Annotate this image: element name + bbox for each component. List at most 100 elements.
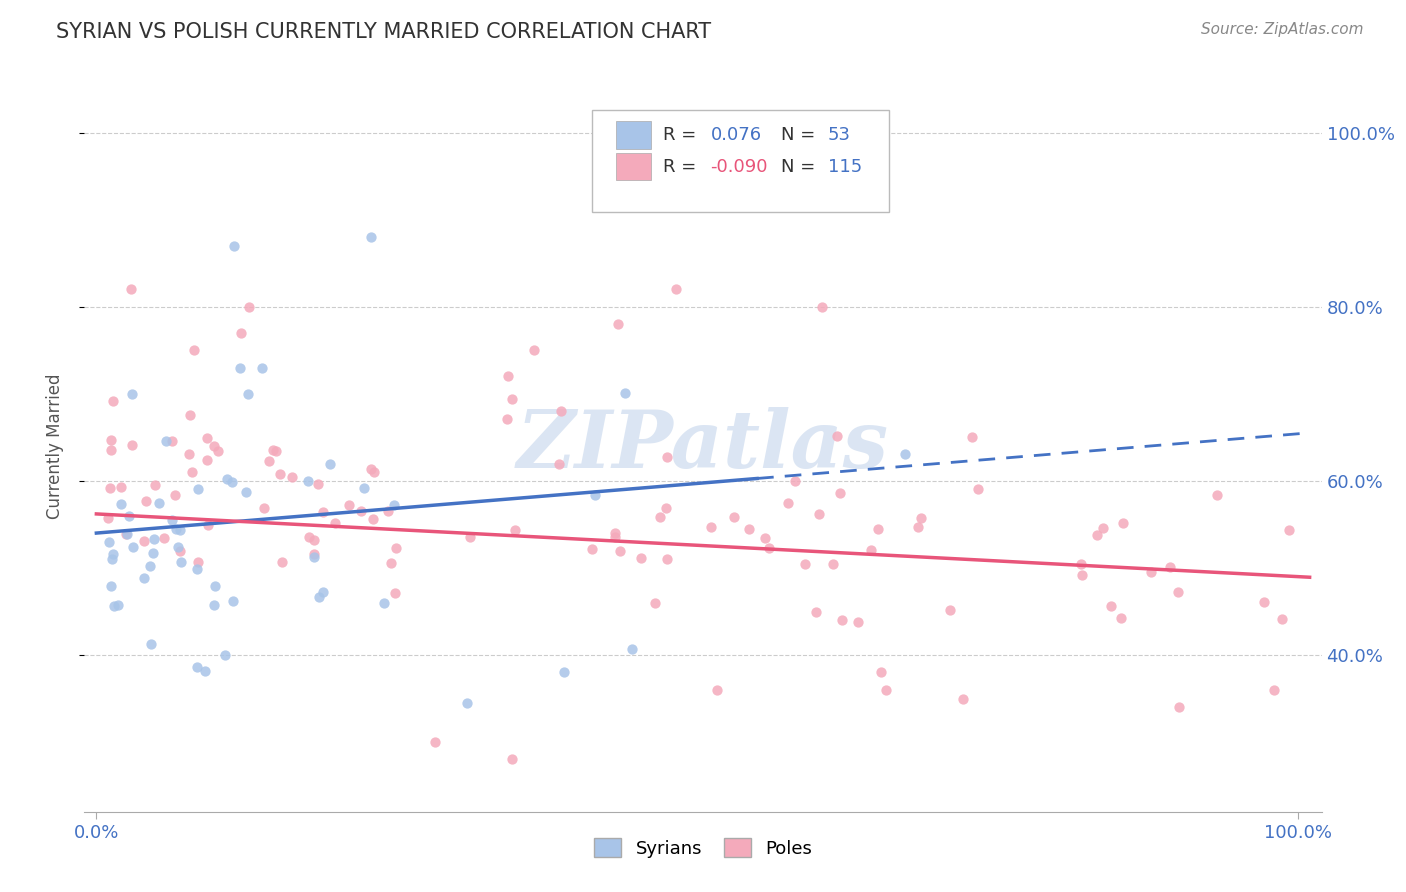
Point — [235, 485, 257, 500]
Point — [143, 533, 166, 547]
Point — [186, 562, 208, 576]
Point — [613, 386, 636, 401]
Point — [101, 393, 124, 408]
Point — [228, 360, 250, 375]
Text: N =: N = — [780, 158, 821, 176]
Point — [501, 752, 523, 766]
Point — [806, 605, 828, 619]
Point — [952, 691, 974, 706]
Point — [169, 523, 191, 537]
Point — [122, 540, 145, 554]
Point — [179, 446, 201, 460]
Point — [222, 238, 245, 252]
Point — [793, 557, 815, 571]
Point — [1109, 611, 1132, 625]
Point — [360, 230, 382, 244]
Text: 0.076: 0.076 — [710, 126, 762, 145]
Point — [1205, 488, 1227, 502]
Point — [607, 317, 630, 331]
Point — [962, 430, 984, 444]
Point — [1167, 584, 1189, 599]
Point — [252, 360, 274, 375]
Point — [101, 552, 124, 566]
Point — [298, 530, 321, 544]
Point — [337, 498, 360, 512]
Point — [236, 386, 259, 401]
Point — [115, 527, 138, 541]
Text: Source: ZipAtlas.com: Source: ZipAtlas.com — [1201, 22, 1364, 37]
FancyBboxPatch shape — [616, 153, 651, 180]
Point — [207, 444, 229, 458]
Point — [547, 458, 569, 472]
Point — [860, 542, 883, 557]
Point — [280, 470, 302, 484]
Point — [706, 682, 728, 697]
Point — [308, 590, 330, 604]
Point — [160, 513, 183, 527]
Text: 115: 115 — [828, 158, 862, 176]
Point — [939, 603, 962, 617]
Point — [609, 544, 631, 558]
Point — [153, 531, 176, 545]
Point — [501, 392, 523, 407]
Point — [120, 282, 142, 296]
Point — [350, 503, 373, 517]
Point — [495, 412, 517, 426]
Point — [170, 555, 193, 569]
Y-axis label: Currently Married: Currently Married — [45, 373, 63, 519]
Point — [264, 443, 287, 458]
Point — [214, 648, 236, 662]
Text: -0.090: -0.090 — [710, 158, 768, 176]
Point — [630, 551, 652, 566]
Point — [866, 523, 889, 537]
Point — [523, 343, 546, 358]
Point — [155, 434, 177, 449]
Point — [423, 735, 446, 749]
Point — [323, 516, 346, 530]
Point — [737, 522, 759, 536]
Point — [1159, 559, 1181, 574]
Point — [180, 466, 202, 480]
Point — [143, 478, 166, 492]
Point — [221, 475, 243, 489]
Point — [353, 481, 375, 495]
Point — [846, 615, 869, 629]
Point — [655, 552, 678, 566]
Point — [97, 511, 120, 525]
Point — [1139, 566, 1161, 580]
Point — [139, 559, 162, 574]
Point — [186, 659, 208, 673]
Point — [169, 544, 191, 558]
Point — [253, 500, 276, 515]
Point — [166, 540, 188, 554]
Point — [827, 428, 849, 442]
Legend: Syrians, Poles: Syrians, Poles — [586, 831, 820, 865]
Point — [110, 497, 132, 511]
Point — [655, 500, 678, 515]
Point — [202, 439, 225, 453]
Point — [503, 523, 526, 537]
Point — [141, 637, 163, 651]
Point — [363, 466, 385, 480]
Point — [110, 480, 132, 494]
Point — [135, 494, 157, 508]
Point — [1253, 595, 1275, 609]
Point — [723, 510, 745, 524]
Point — [302, 550, 325, 565]
Text: ZIPatlas: ZIPatlas — [517, 408, 889, 484]
Point — [187, 555, 209, 569]
Point — [134, 533, 156, 548]
Text: SYRIAN VS POLISH CURRENTLY MARRIED CORRELATION CHART: SYRIAN VS POLISH CURRENTLY MARRIED CORRE… — [56, 22, 711, 42]
Point — [581, 542, 603, 557]
Point — [302, 533, 325, 548]
Point — [165, 522, 187, 536]
Point — [312, 505, 335, 519]
Point — [893, 447, 915, 461]
Point — [165, 488, 187, 502]
Point — [121, 437, 143, 451]
Point — [271, 555, 294, 569]
Point — [183, 343, 205, 358]
Point — [269, 467, 291, 481]
Point — [312, 585, 335, 599]
Point — [699, 520, 721, 534]
